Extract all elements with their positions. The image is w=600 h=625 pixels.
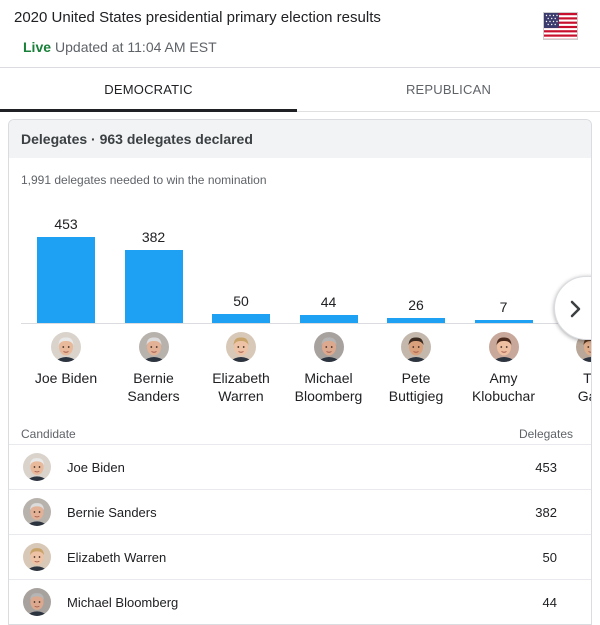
live-label: Live xyxy=(23,39,52,55)
delegates-needed-note: 1,991 delegates needed to win the nomina… xyxy=(21,173,267,187)
candidate-photo xyxy=(226,332,256,362)
chart-bar[interactable] xyxy=(387,318,445,323)
candidate-name-label[interactable]: Amy Klobuchar xyxy=(471,370,536,404)
table-row[interactable]: Michael Bloomberg 44 xyxy=(9,579,591,624)
results-header: 2020 United States presidential primary … xyxy=(0,0,600,68)
tab-democratic[interactable]: DEMOCRATIC xyxy=(0,68,297,112)
candidate-photo xyxy=(23,588,51,616)
candidate-photo xyxy=(138,332,169,362)
candidate-photo xyxy=(488,332,519,362)
updated-time: Updated at 11:04 AM EST xyxy=(55,39,217,55)
bar-value-label: 7 xyxy=(499,299,508,315)
candidate-name-label[interactable]: Joe Biden xyxy=(34,370,98,386)
table-row[interactable]: Joe Biden 453 xyxy=(9,444,591,489)
candidate-photo xyxy=(23,543,51,571)
candidate-photo xyxy=(23,453,51,481)
row-candidate-name: Elizabeth Warren xyxy=(67,550,167,565)
us-flag-icon xyxy=(543,12,578,40)
row-candidate-name: Joe Biden xyxy=(67,460,125,475)
candidate-name-label[interactable]: Elizabeth Warren xyxy=(212,370,270,404)
table-row[interactable]: Elizabeth Warren 50 xyxy=(9,534,591,579)
candidate-photo xyxy=(313,332,344,362)
row-delegate-count: 44 xyxy=(542,595,557,610)
candidate-name-label[interactable]: Michael Bloomberg xyxy=(294,370,363,404)
chart-bar[interactable] xyxy=(212,314,270,323)
delegates-card: Delegates · 963 delegates declared 1,991… xyxy=(8,119,592,625)
card-header: Delegates · 963 delegates declared xyxy=(9,120,591,158)
candidate-name-label[interactable]: Bernie Sanders xyxy=(127,370,180,404)
bar-value-label: 50 xyxy=(233,293,249,309)
bar-value-label: 382 xyxy=(141,229,166,245)
party-tabs: DEMOCRATIC REPUBLICAN xyxy=(0,68,600,112)
chart-baseline xyxy=(21,323,591,324)
delegates-heading: Delegates · 963 delegates declared xyxy=(21,131,253,147)
row-delegate-count: 382 xyxy=(535,505,557,520)
bar-value-label: 453 xyxy=(54,216,78,232)
candidate-name-label[interactable]: Pete Buttigieg xyxy=(388,370,444,404)
candidate-name-label[interactable]: TuGab xyxy=(577,370,592,404)
row-candidate-name: Michael Bloomberg xyxy=(67,595,179,610)
delegates-bar-chart: 453 Joe Biden 382 Bernie Sanders 50 Elizabeth W… xyxy=(9,205,592,405)
live-status: Live Updated at 11:04 AM EST xyxy=(23,39,217,55)
table-header: Candidate Delegates xyxy=(9,425,591,445)
chevron-right-icon xyxy=(570,300,581,318)
candidate-photo xyxy=(23,498,51,526)
page-title: 2020 United States presidential primary … xyxy=(14,9,381,26)
chart-bar[interactable] xyxy=(37,237,95,323)
tab-republican[interactable]: REPUBLICAN xyxy=(405,82,492,97)
bar-value-label: 44 xyxy=(320,294,337,310)
column-delegates: Delegates xyxy=(518,427,573,441)
row-delegate-count: 50 xyxy=(542,550,557,565)
bar-value-label: 26 xyxy=(408,297,424,313)
chart-bar[interactable] xyxy=(474,320,533,323)
column-candidate: Candidate xyxy=(21,427,76,441)
chart-bar[interactable] xyxy=(124,250,183,323)
candidate-photo xyxy=(51,332,81,362)
table-row[interactable]: Bernie Sanders 382 xyxy=(9,489,591,534)
row-delegate-count: 453 xyxy=(535,460,557,475)
candidate-photo xyxy=(401,332,431,362)
chart-bar[interactable] xyxy=(299,315,358,323)
row-candidate-name: Bernie Sanders xyxy=(67,505,157,520)
